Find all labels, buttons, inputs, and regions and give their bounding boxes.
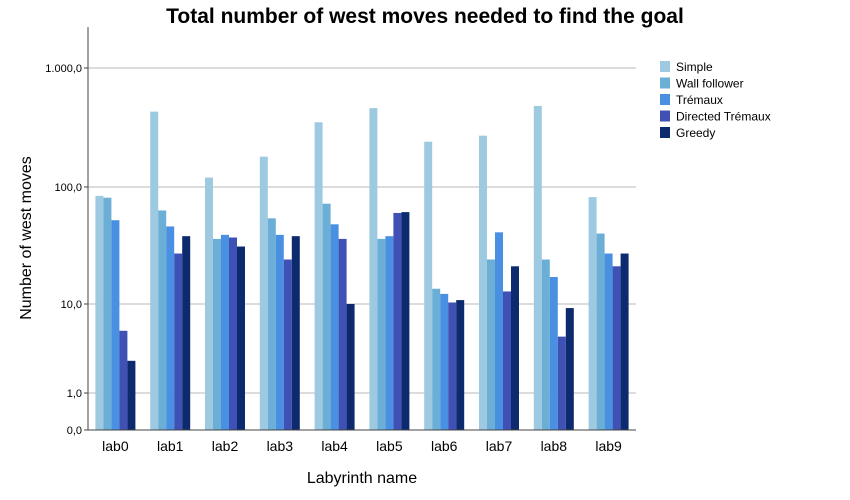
bar-lab3-greedy	[291, 236, 300, 430]
x-axis-title: Labyrinth name	[307, 470, 417, 487]
bar-lab2-tr-maux	[221, 234, 229, 430]
bar-lab0-greedy	[127, 360, 136, 430]
bar-lab2-simple	[205, 177, 213, 430]
y-tick-label: 1.000,0	[45, 63, 82, 75]
bar-lab3-wall-follower	[267, 218, 276, 430]
bar-lab0-simple	[95, 195, 104, 430]
bar-lab0-wall-follower	[103, 197, 112, 430]
bar-lab7-wall-follower	[487, 259, 495, 430]
bar-lab3-directed-tr-maux	[283, 259, 292, 430]
x-tick-label: lab7	[486, 438, 513, 454]
x-tick-labels: lab0 lab1 lab2 lab3 lab4 lab5 lab6 lab7 lab8 lab9	[102, 438, 622, 454]
bar-lab1-directed-tr-maux	[174, 253, 183, 430]
bar-lab8-greedy	[565, 308, 574, 430]
legend-swatch	[660, 77, 670, 89]
bar-lab3-simple	[259, 156, 268, 431]
legend-label: Trémaux	[676, 93, 723, 107]
x-tick-label: lab3	[267, 438, 294, 454]
bar-lab9-simple	[588, 197, 597, 430]
x-tick-label: lab6	[431, 438, 458, 454]
bar-lab2-directed-tr-maux	[229, 237, 237, 430]
bar-lab6-wall-follower	[432, 288, 441, 430]
bar-lab5-greedy	[401, 212, 410, 430]
x-tick-label: lab8	[541, 438, 568, 454]
x-tick-label: lab1	[157, 438, 184, 454]
legend-swatch	[660, 127, 670, 138]
bars	[95, 105, 629, 431]
bar-lab6-directed-tr-maux	[448, 302, 457, 430]
bar-lab5-wall-follower	[377, 238, 386, 430]
legend-swatch	[660, 94, 670, 105]
bar-lab7-simple	[479, 135, 487, 430]
bar-lab3-tr-maux	[275, 234, 284, 430]
x-tick-label: lab2	[212, 438, 239, 454]
bar-lab6-simple	[424, 141, 433, 430]
bar-lab4-simple	[314, 122, 323, 430]
y-tick-label: 100,0	[54, 182, 82, 194]
bar-lab2-wall-follower	[213, 238, 221, 430]
x-tick-label: lab5	[376, 438, 403, 454]
legend-label: Directed Trémaux	[676, 110, 771, 124]
bar-lab4-directed-tr-maux	[338, 238, 347, 430]
bar-lab9-wall-follower	[596, 233, 605, 430]
bar-lab5-directed-tr-maux	[393, 212, 402, 430]
y-axis-title: Number of west moves	[18, 156, 35, 320]
bar-lab7-greedy	[511, 266, 519, 430]
legend-swatch	[660, 61, 670, 72]
bar-lab1-tr-maux	[166, 226, 175, 430]
chart-title: Total number of west moves needed to fin…	[166, 5, 684, 28]
y-tick-label: 1,0	[67, 388, 82, 400]
y-tick-labels: 0,0 1,0 10,0 100,0 1.000,0	[45, 63, 88, 437]
legend-label: Greedy	[676, 126, 715, 140]
bar-lab1-wall-follower	[158, 210, 167, 430]
bar-lab8-simple	[533, 105, 542, 431]
bar-lab9-directed-tr-maux	[612, 266, 621, 430]
legend: Simple Wall follower Trémaux Directed Tréma…	[660, 60, 771, 140]
bar-lab4-greedy	[346, 304, 355, 430]
bar-lab7-directed-tr-maux	[503, 291, 511, 430]
x-tick-label: lab4	[321, 438, 348, 454]
bar-lab6-tr-maux	[440, 293, 449, 430]
y-tick-label: 0,0	[67, 425, 82, 437]
bar-lab4-tr-maux	[330, 224, 339, 430]
bar-lab0-tr-maux	[111, 220, 120, 430]
bar-lab2-greedy	[237, 246, 245, 430]
x-tick-label: lab0	[102, 438, 129, 454]
bar-lab0-directed-tr-maux	[119, 330, 128, 430]
bar-lab7-tr-maux	[495, 232, 503, 430]
bar-lab1-greedy	[182, 236, 191, 430]
legend-label: Simple	[676, 60, 713, 74]
bar-lab8-tr-maux	[549, 277, 558, 430]
bar-lab9-greedy	[620, 253, 629, 430]
bar-lab8-directed-tr-maux	[557, 336, 566, 430]
bar-lab1-simple	[150, 111, 159, 431]
bar-lab8-wall-follower	[541, 259, 550, 430]
legend-label: Wall follower	[676, 77, 744, 91]
bar-lab9-tr-maux	[604, 253, 613, 430]
x-tick-label: lab9	[595, 438, 622, 454]
bar-lab6-greedy	[456, 300, 465, 430]
y-tick-label: 10,0	[61, 299, 82, 311]
bar-lab4-wall-follower	[322, 203, 331, 430]
bar-lab5-simple	[369, 108, 378, 430]
legend-swatch	[660, 110, 670, 122]
bar-lab5-tr-maux	[385, 236, 394, 430]
